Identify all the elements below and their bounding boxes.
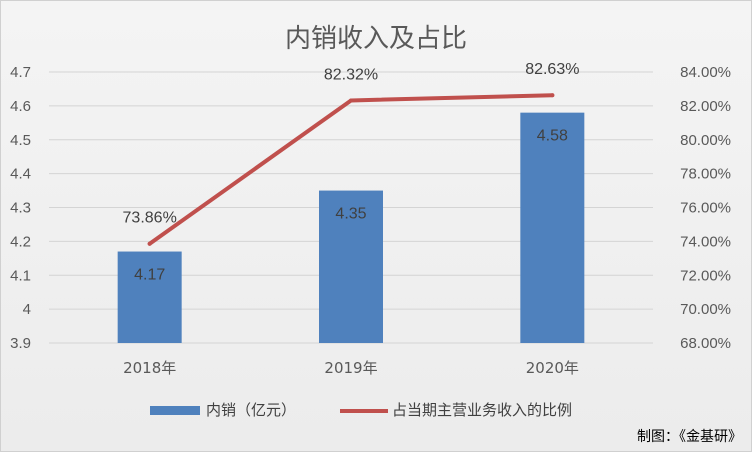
legend-line-label: 占当期主营业务收入的比例 [392, 401, 572, 419]
left-tick-label: 4.5 [10, 132, 31, 149]
right-tick-label: 80.00% [680, 132, 731, 149]
left-tick-label: 4 [23, 301, 31, 318]
category-label: 2019年 [324, 359, 377, 377]
bar-data-label: 4.35 [335, 206, 366, 223]
right-tick-label: 76.00% [680, 200, 731, 217]
right-tick-label: 72.00% [680, 267, 731, 284]
legend: 内销（亿元） 占当期主营业务收入的比例 [150, 401, 572, 419]
category-label: 2018年 [123, 359, 176, 377]
right-tick-label: 78.00% [680, 166, 731, 183]
bar-data-label: 4.17 [134, 267, 165, 284]
left-tick-label: 4.2 [10, 233, 31, 250]
category-labels: 2018年 2019年 2020年 [123, 359, 579, 377]
left-axis-ticks: 3.9 4 4.1 4.2 4.3 4.4 4.5 4.6 4.7 [10, 64, 31, 352]
legend-bar-label: 内销（亿元） [206, 401, 296, 419]
line-data-label: 73.86% [123, 210, 177, 227]
line-data-label: 82.63% [525, 61, 579, 78]
right-tick-label: 84.00% [680, 64, 731, 81]
left-tick-label: 4.1 [10, 267, 31, 284]
line-series: 73.86% 82.32% 82.63% [123, 61, 579, 246]
legend-bar-swatch [150, 406, 200, 415]
right-tick-label: 82.00% [680, 98, 731, 115]
line-point [550, 93, 555, 98]
left-tick-label: 4.7 [10, 64, 31, 81]
right-axis-ticks: 68.00% 70.00% 72.00% 74.00% 76.00% 78.00% 80.0… [680, 64, 731, 352]
line-point [147, 241, 152, 246]
bar [117, 251, 182, 343]
chart-credit: 制图：《金基研》 [637, 428, 742, 445]
line-point [349, 98, 353, 103]
bar-data-label: 4.58 [537, 128, 568, 145]
left-tick-label: 4.3 [10, 200, 31, 217]
right-tick-label: 70.00% [680, 301, 731, 318]
line-data-label: 82.32% [324, 66, 378, 83]
left-tick-label: 4.6 [10, 98, 31, 115]
bar-series: 4.17 4.35 4.58 [117, 112, 585, 344]
right-tick-label: 74.00% [680, 233, 731, 250]
right-tick-label: 68.00% [680, 335, 731, 352]
bar [319, 190, 383, 343]
category-label: 2020年 [526, 359, 579, 377]
chart-title: 内销收入及占比 [285, 24, 467, 54]
bar [520, 112, 585, 344]
left-tick-label: 3.9 [10, 335, 31, 352]
left-tick-label: 4.4 [10, 166, 31, 183]
